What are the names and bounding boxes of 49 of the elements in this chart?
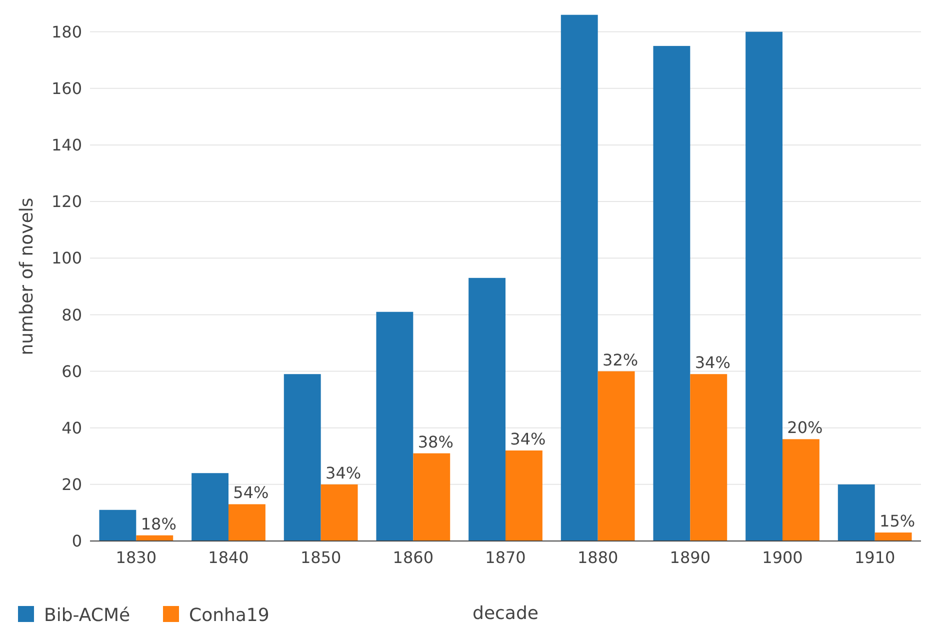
bar	[99, 510, 136, 541]
y-axis-title: number of novels	[16, 198, 38, 356]
x-tick-label: 1890	[670, 548, 711, 567]
x-tick-label: 1830	[116, 548, 157, 567]
bar	[874, 532, 912, 541]
y-tick-label: 40	[62, 418, 82, 438]
bar	[838, 484, 875, 541]
annotation: 34%	[326, 463, 362, 482]
x-tick-label: 1840	[208, 548, 249, 567]
y-tick-label: 80	[62, 305, 82, 324]
x-axis-title: decade	[472, 603, 538, 624]
y-tick-label: 20	[62, 475, 82, 494]
bar	[284, 374, 321, 541]
x-tick-label: 1870	[485, 548, 526, 567]
x-tick-label: 1900	[762, 548, 803, 567]
x-tick-label: 1910	[854, 548, 896, 567]
annotation: 18%	[140, 514, 176, 534]
legend-label: Bib-ACMé	[44, 605, 130, 626]
y-tick-label: 160	[51, 78, 82, 98]
legend-label: Conha19	[189, 605, 270, 626]
x-tick-label: 1880	[577, 548, 618, 567]
y-tick-label: 60	[62, 362, 82, 381]
y-tick-label: 100	[51, 248, 82, 268]
bar	[413, 453, 450, 541]
annotation: 54%	[233, 483, 269, 502]
annotation: 32%	[602, 350, 638, 370]
y-tick-label: 0	[72, 532, 82, 551]
bar	[506, 450, 542, 541]
bar	[598, 371, 635, 541]
bar	[376, 312, 414, 541]
annotation: 20%	[787, 418, 823, 438]
annotation: 34%	[510, 429, 546, 448]
y-tick-label: 140	[51, 136, 82, 155]
x-tick-label: 1850	[300, 548, 342, 567]
y-tick-label: 180	[51, 22, 82, 42]
bar	[690, 374, 728, 541]
annotation: 38%	[418, 432, 454, 452]
annotation: 34%	[694, 353, 730, 372]
bar	[653, 46, 690, 541]
x-tick-label: 1860	[392, 548, 434, 567]
bar	[782, 439, 820, 541]
bar	[560, 14, 598, 541]
bar	[746, 32, 782, 541]
bar	[228, 504, 266, 541]
bar	[320, 484, 358, 541]
bar	[468, 278, 506, 541]
bar	[192, 473, 228, 541]
annotation: 15%	[880, 512, 916, 531]
y-tick-label: 120	[51, 192, 82, 212]
